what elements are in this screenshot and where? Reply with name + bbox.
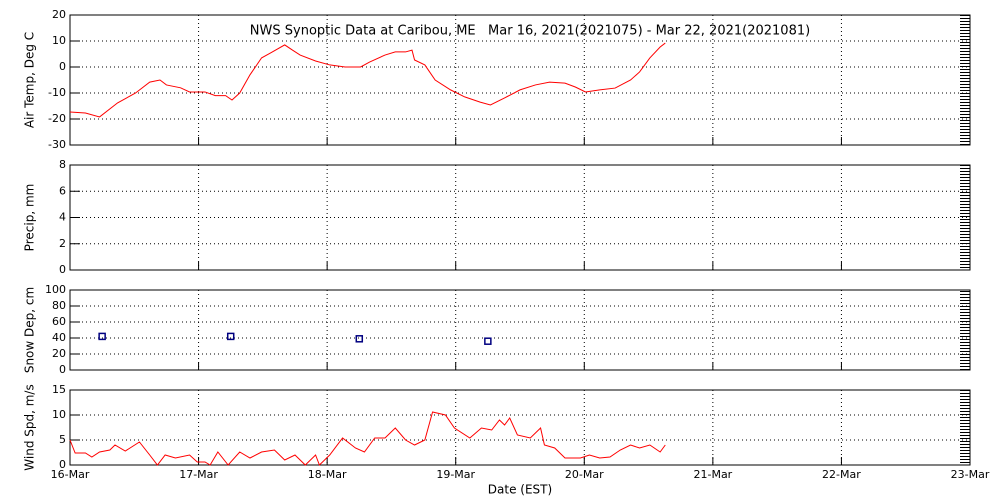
right-minor-ticks <box>960 290 970 370</box>
y-tick-label: -20 <box>48 112 66 125</box>
y-tick-label: 60 <box>52 315 66 328</box>
plot-frame <box>69 289 971 371</box>
chart-title: NWS Synoptic Data at Caribou, ME Mar 16,… <box>250 24 810 39</box>
plot-frame <box>69 164 971 271</box>
y-tick-label: 40 <box>52 331 66 344</box>
y-tick-label: 10 <box>52 34 66 47</box>
y-tick-label: 8 <box>59 158 66 171</box>
right-minor-ticks <box>960 390 970 465</box>
y-tick-label: 20 <box>52 347 66 360</box>
x-tick-label: 16-Mar <box>51 468 90 481</box>
x-axis-label: Date (EST) <box>488 483 552 497</box>
y-tick-label: 6 <box>59 184 66 197</box>
y-tick-label: 15 <box>52 383 66 396</box>
x-tick-label: 23-Mar <box>951 468 990 481</box>
right-minor-ticks <box>960 15 970 145</box>
x-tick-label: 19-Mar <box>436 468 475 481</box>
y-tick-label: 0 <box>59 363 66 376</box>
x-tick-label: 21-Mar <box>693 468 732 481</box>
y-tick-label: 100 <box>45 283 66 296</box>
y-tick-label: 2 <box>59 237 66 250</box>
y-axis-label: Air Temp, Deg C <box>23 32 37 128</box>
plot-frame <box>69 14 971 146</box>
data-point <box>98 332 106 341</box>
y-tick-label: 20 <box>52 8 66 21</box>
y-axis-label: Precip, mm <box>23 184 37 252</box>
y-tick-label: 5 <box>59 433 66 446</box>
y-tick-label: 4 <box>59 211 66 224</box>
data-point <box>484 337 492 345</box>
y-tick-label: -10 <box>48 86 66 99</box>
y-axis-label: Snow Dep, cm <box>23 287 37 373</box>
right-minor-ticks <box>960 165 970 270</box>
y-tick-label: 0 <box>59 263 66 276</box>
x-tick-label: 18-Mar <box>308 468 347 481</box>
x-tick-label: 22-Mar <box>822 468 861 481</box>
data-line <box>69 42 666 118</box>
x-tick-label: 17-Mar <box>179 468 218 481</box>
y-tick-label: 0 <box>59 458 66 471</box>
y-tick-label: 10 <box>52 408 66 421</box>
plot-frame <box>69 389 971 466</box>
data-point <box>226 332 235 341</box>
y-tick-label: 80 <box>52 299 66 312</box>
data-point <box>355 335 364 343</box>
data-line <box>69 411 666 466</box>
y-tick-label: 0 <box>59 60 66 73</box>
x-tick-label: 20-Mar <box>565 468 604 481</box>
y-axis-label: Wind Spd, m/s <box>23 384 37 470</box>
y-tick-label: -30 <box>48 138 66 151</box>
